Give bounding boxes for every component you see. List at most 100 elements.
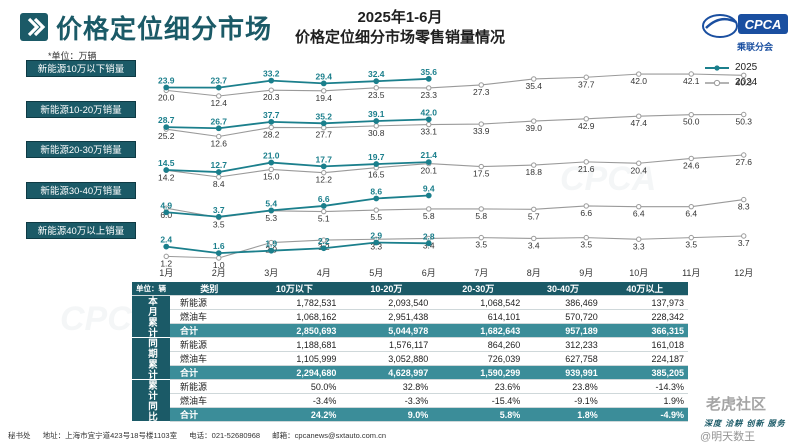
label-2025-panel-3-4: 17.7 <box>315 154 332 164</box>
segment-label-1: 新能源10万以下销量 <box>26 60 136 77</box>
label-2024-panel-1-7: 27.3 <box>473 87 490 97</box>
table-cell: 24.2% <box>248 407 341 422</box>
series-line-2025-panel-5 <box>166 241 429 255</box>
background-watermark-2: CPCA <box>560 160 657 198</box>
point-2024-panel-4-12 <box>741 196 747 203</box>
label-2024-panel-4-5: 5.5 <box>370 212 382 222</box>
point-2024-panel-3-9 <box>583 159 589 165</box>
point-2024-panel-4-10 <box>636 203 642 210</box>
table-row: 合计 24.2% 9.0% 5.8% 1.8% -4.9% <box>132 407 688 422</box>
label-2025-panel-4-2: 3.7 <box>213 205 225 215</box>
point-2024-panel-1-3 <box>268 87 274 93</box>
point-2024-panel-4-8 <box>531 206 537 212</box>
label-2024-panel-5-2: 1.0 <box>213 260 225 270</box>
label-2025-panel-4-1: 4.9 <box>160 200 172 210</box>
label-2024-panel-3-3: 15.0 <box>263 171 280 181</box>
label-2024-panel-3-2: 8.4 <box>213 179 225 189</box>
chart-title-line1: 2025年1-6月 <box>357 9 443 26</box>
point-2024-panel-1-5 <box>373 85 379 91</box>
table-cell: 1,782,531 <box>248 295 341 310</box>
chevron-icon <box>20 13 48 41</box>
label-2025-panel-5-6: 2.8 <box>423 231 435 241</box>
point-2025-panel-2-5 <box>373 118 380 124</box>
legend-label-2025: 2025 <box>735 62 758 73</box>
label-2024-panel-1-12: 40.3 <box>735 77 752 87</box>
series-line-2025-panel-3 <box>166 161 429 173</box>
point-2025-panel-4-5 <box>373 195 380 202</box>
footer-email: 邮箱：cpcanews@sxtauto.com.cn <box>272 431 387 440</box>
table-cell: 5,044,978 <box>340 323 433 338</box>
table-cell: -3.3% <box>340 393 433 408</box>
x-tick-label-7: 7月 <box>474 268 488 278</box>
label-2024-panel-2-11: 50.0 <box>683 117 700 127</box>
legend-line-2025-icon <box>705 64 729 71</box>
point-2024-panel-3-8 <box>531 162 537 168</box>
unit-label: *单位：万辆 <box>48 51 97 61</box>
line-chart: 20.0 12.4 20.3 19.4 23.5 23.3 27.3 35.4 37.7 42.0… <box>158 67 753 278</box>
segment-label-3: 新能源20-30万销量 <box>26 141 136 158</box>
label-2024-panel-1-10: 42.0 <box>630 76 647 86</box>
point-2024-panel-2-9 <box>583 116 589 122</box>
point-2024-panel-1-8 <box>531 76 537 82</box>
point-2024-panel-5-1 <box>163 253 169 260</box>
point-2024-panel-3-3 <box>268 166 274 173</box>
table-cell: 1,576,117 <box>340 337 433 352</box>
x-tick-label-11: 11月 <box>682 268 700 278</box>
label-2024-panel-5-7: 3.5 <box>475 240 487 250</box>
point-2024-panel-5-12 <box>741 233 747 239</box>
label-2024-panel-2-10: 47.4 <box>630 118 647 128</box>
point-2025-panel-3-1 <box>163 167 170 173</box>
group-label-1: 本月累计 <box>132 295 170 338</box>
label-2024-panel-1-11: 42.1 <box>683 76 700 86</box>
label-2025-panel-3-5: 19.7 <box>368 152 385 162</box>
group-label-3: 累计同比 <box>132 379 170 422</box>
table-body: 本月累计 新能源 1,782,531 2,093,540 1,068,542 386,46… <box>132 295 688 422</box>
label-2024-panel-1-2: 12.4 <box>210 98 227 108</box>
table-header-row: 单位：辆 类别 10万以下 10-20万 20-30万 30-40万 40万以上 <box>132 282 688 296</box>
point-2024-panel-4-9 <box>583 203 589 209</box>
point-2024-panel-3-10 <box>636 160 642 166</box>
legend-line-2024-icon <box>705 79 729 86</box>
label-2024-panel-4-12: 8.3 <box>738 202 750 212</box>
table-cell: -9.1% <box>524 393 602 408</box>
label-2024-panel-2-6: 33.1 <box>420 127 437 137</box>
x-tick-label-1: 1月 <box>159 268 173 278</box>
label-2024-panel-3-1: 14.2 <box>158 172 175 182</box>
x-tick-label-8: 8月 <box>527 268 541 278</box>
x-tick-label-4: 4月 <box>317 268 331 278</box>
label-2025-panel-4-6: 9.4 <box>423 184 435 194</box>
row-category: 燃油车 <box>170 309 249 324</box>
point-2025-panel-5-1 <box>163 243 170 250</box>
row-category: 合计 <box>170 323 249 338</box>
series-line-2024-panel-2 <box>166 113 744 138</box>
point-2025-panel-5-5 <box>373 239 380 246</box>
point-2025-panel-2-1 <box>163 124 170 131</box>
table-cell: 366,315 <box>601 323 688 338</box>
table-cell: 312,233 <box>524 337 602 352</box>
table-header-1: 单位：辆 <box>132 282 170 296</box>
watermark-community: 老虎社区 <box>706 396 767 413</box>
point-2024-panel-1-12 <box>741 72 747 79</box>
legend-item-2025: 2025 <box>705 60 757 75</box>
table-cell: 1.8% <box>524 407 602 422</box>
table-row: 燃油车 1,068,162 2,951,438 614,101 570,720 228,3… <box>132 309 688 324</box>
footer: 秘书处 地址：上海市宜宁道423号18号楼1103室 电话：021-526809… <box>8 430 396 441</box>
table-cell: 224,187 <box>601 351 688 366</box>
table-cell: 385,205 <box>601 365 688 380</box>
label-2025-panel-2-1: 28.7 <box>158 115 175 125</box>
series-line-2024-panel-1 <box>166 73 744 97</box>
label-2024-panel-4-10: 6.4 <box>633 209 645 219</box>
label-2025-panel-2-5: 39.1 <box>368 109 385 119</box>
point-2024-panel-4-6 <box>426 206 432 212</box>
label-2024-panel-3-11: 24.6 <box>683 160 700 170</box>
label-2025-panel-1-1: 23.9 <box>158 75 175 85</box>
point-2024-panel-2-6 <box>426 121 432 128</box>
table-cell: -15.4% <box>432 393 525 408</box>
label-2024-panel-4-9: 6.6 <box>580 208 592 218</box>
label-2024-panel-3-5: 16.5 <box>368 170 385 180</box>
label-2024-panel-5-9: 3.5 <box>580 240 592 250</box>
table-cell: 3,052,880 <box>340 351 433 366</box>
point-2024-panel-1-11 <box>688 71 694 77</box>
label-2024-panel-1-9: 37.7 <box>578 79 595 89</box>
table-row: 本月累计 新能源 1,782,531 2,093,540 1,068,542 386,46… <box>132 295 688 338</box>
